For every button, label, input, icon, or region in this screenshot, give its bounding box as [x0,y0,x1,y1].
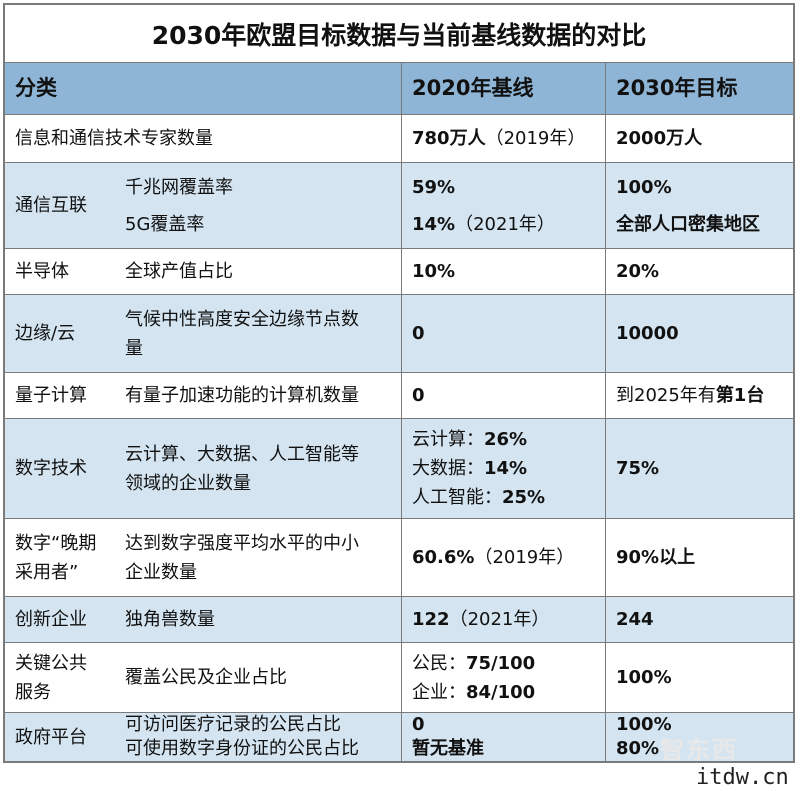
table-row: 创新企业 独角兽数量 122（2021年） 244 [5,597,793,643]
header-category: 分类 [15,76,57,100]
baseline-cell: 780万人（2019年） [402,115,606,162]
indicator-cell: 达到数字强度平均水平的中小 企业数量 [125,532,359,583]
target-cell: 244 [616,609,654,630]
category-cell: 半导体 [15,261,69,282]
target-cell: 到2025年有第1台 [616,385,765,406]
target-cell: 75% [616,458,660,479]
indicator-cell: 可访问医疗记录的公民占比 可使用数字身份证的公民占比 [125,714,359,759]
baseline-cell: 0 [402,295,606,372]
table-header-row: 分类 2020年基线 2030年目标 [5,63,793,115]
indicator-cell: 有量子加速功能的计算机数量 [125,385,359,406]
indicator-cell: 信息和通信技术专家数量 [15,128,213,149]
comparison-table: 2030年欧盟目标数据与当前基线数据的对比 分类 2020年基线 2030年目标… [3,3,795,763]
baseline-cell: 59% 14%（2021年） [402,163,606,248]
baseline-cell: 公民：75/100 企业：84/100 [402,643,606,712]
indicator-cell: 全球产值占比 [125,261,233,282]
target-cell: 100% 80% [616,714,672,759]
site-watermark: itdw.cn [696,765,789,790]
table-row: 数字“晚期 采用者” 达到数字强度平均水平的中小 企业数量 60.6%（2019年）… [5,519,793,597]
indicator-cell: 云计算、大数据、人工智能等 领域的企业数量 [125,443,359,494]
indicator-cell: 千兆网覆盖率 5G覆盖率 [125,176,233,235]
indicator-cell: 覆盖公民及企业占比 [125,667,287,688]
target-cell: 100% 全部人口密集地区 [616,176,760,235]
baseline-cell: 60.6%（2019年） [402,519,606,596]
baseline-cell: 10% [402,249,606,294]
category-cell: 关键公共 服务 [15,652,87,703]
baseline-cell: 0 暂无基准 [402,713,606,761]
zhidongxi-logo: 智东西 [660,736,738,764]
target-cell: 90%以上 [616,547,696,568]
table-row: 边缘/云 气候中性高度安全边缘节点数量 0 10000 [5,295,793,373]
table-row: 关键公共 服务 覆盖公民及企业占比 公民：75/100 企业：84/100 100… [5,643,793,713]
table-title: 2030年欧盟目标数据与当前基线数据的对比 [5,5,793,63]
table-row: 通信互联 千兆网覆盖率 5G覆盖率 59% 14%（2021年） 100% 全部人口… [5,163,793,249]
target-cell: 2000万人 [616,128,703,149]
category-cell: 数字“晚期 采用者” [15,532,97,583]
table-row: 半导体 全球产值占比 10% 20% [5,249,793,295]
category-cell: 边缘/云 [15,323,76,344]
header-target: 2030年目标 [616,76,738,100]
target-cell: 20% [616,261,660,282]
category-cell: 量子计算 [15,385,87,406]
table-row: 量子计算 有量子加速功能的计算机数量 0 到2025年有第1台 [5,373,793,419]
baseline-cell: 122（2021年） [402,597,606,642]
indicator-cell: 气候中性高度安全边缘节点数量 [125,308,359,359]
table-row: 信息和通信技术专家数量 780万人（2019年） 2000万人 [5,115,793,163]
target-cell: 100% [616,667,672,688]
table-row: 数字技术 云计算、大数据、人工智能等 领域的企业数量 云计算：26% 大数据：14… [5,419,793,519]
header-baseline: 2020年基线 [402,63,606,114]
baseline-cell: 0 [402,373,606,418]
indicator-cell: 独角兽数量 [125,609,215,630]
baseline-cell: 云计算：26% 大数据：14% 人工智能：25% [402,419,606,518]
category-cell: 通信互联 [15,195,87,216]
target-cell: 10000 [616,323,679,344]
table-row: 政府平台 可访问医疗记录的公民占比 可使用数字身份证的公民占比 0 暂无基准 100… [5,713,793,761]
category-cell: 创新企业 [15,609,87,630]
category-cell: 数字技术 [15,458,87,479]
category-cell: 政府平台 [15,726,87,748]
